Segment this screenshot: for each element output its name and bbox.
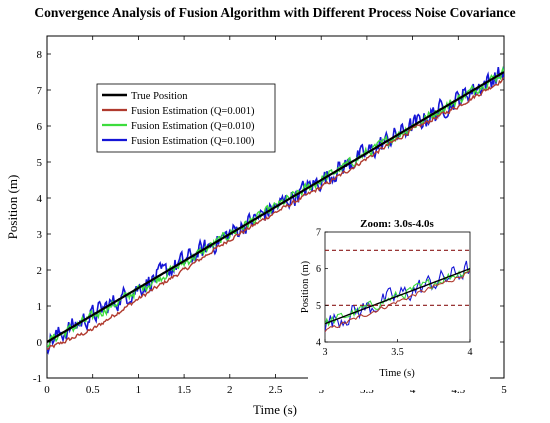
legend-items: True Position Fusion Estimation (Q=0.001)… xyxy=(102,91,255,147)
main-series-group xyxy=(47,65,504,355)
inset-y-label: Position (m) xyxy=(300,260,311,313)
inset-x-ticks: 3 3.5 4 xyxy=(323,339,473,358)
inset-x-label: Time (s) xyxy=(379,368,415,379)
y-tick-label: 5 xyxy=(37,157,43,169)
legend: True Position Fusion Estimation (Q=0.001)… xyxy=(96,83,276,153)
chart-title: Convergence Analysis of Fusion Algorithm… xyxy=(34,5,515,20)
inset-series-line-1 xyxy=(325,269,470,333)
x-axis-ticks: 00.511.522.533.544.55 xyxy=(44,36,507,396)
y-tick-label: 3 xyxy=(37,229,43,241)
y-tick-label: -1 xyxy=(33,373,42,385)
y-tick-label: 8 xyxy=(37,49,43,61)
x-axis-label: Time (s) xyxy=(253,402,297,417)
inset-y-ticks: 4 5 6 7 xyxy=(316,228,328,349)
legend-label-3: Fusion Estimation (Q=0.100) xyxy=(131,136,255,147)
x-tick-label: 0 xyxy=(44,384,50,396)
x-tick-label: 5 xyxy=(501,384,507,396)
x-tick-label: 2 xyxy=(227,384,233,396)
y-tick-label: 4 xyxy=(37,193,43,205)
x-tick-label: 1 xyxy=(136,384,142,396)
y-axis-label: Position (m) xyxy=(5,175,20,240)
x-tick-label: 1.5 xyxy=(177,384,191,396)
x-tick-label: 0.5 xyxy=(86,384,100,396)
x-tick-label: 2.5 xyxy=(269,384,283,396)
legend-label-0: True Position xyxy=(131,91,188,102)
inset-y-tick-label: 4 xyxy=(316,338,321,349)
inset-x-tick-label: 3.5 xyxy=(391,347,404,358)
legend-label-1: Fusion Estimation (Q=0.001) xyxy=(131,106,255,117)
series-line-0 xyxy=(47,71,504,343)
y-tick-label: 1 xyxy=(37,301,43,313)
inset-series-line-0 xyxy=(325,267,470,325)
inset-title: Zoom: 3.0s-4.0s xyxy=(360,218,434,230)
inset-x-tick-label: 3 xyxy=(323,347,328,358)
inset-series-group xyxy=(325,260,470,333)
legend-label-2: Fusion Estimation (Q=0.010) xyxy=(131,121,255,132)
series-line-1 xyxy=(47,76,504,351)
y-tick-label: 7 xyxy=(37,85,43,97)
inset-y-tick-label: 7 xyxy=(316,228,321,239)
y-tick-label: 2 xyxy=(37,265,43,277)
y-tick-label: 0 xyxy=(37,337,43,349)
inset-reference-lines xyxy=(325,249,470,306)
y-tick-label: 6 xyxy=(37,121,43,133)
inset-x-tick-label: 4 xyxy=(468,347,473,358)
inset-y-tick-label: 6 xyxy=(316,264,321,275)
inset-y-tick-label: 5 xyxy=(316,301,321,312)
